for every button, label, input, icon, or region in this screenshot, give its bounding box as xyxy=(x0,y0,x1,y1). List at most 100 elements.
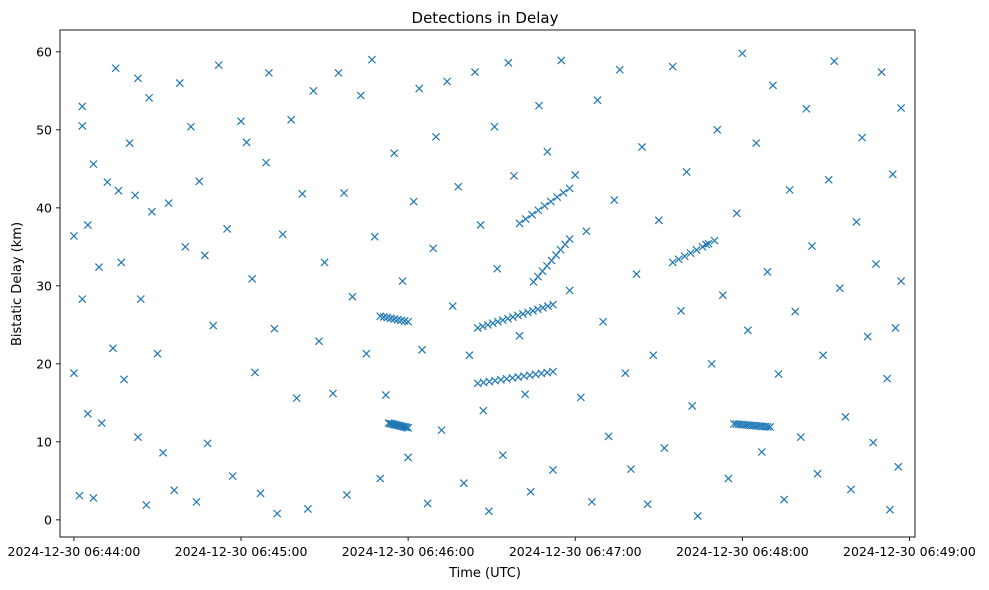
data-point xyxy=(732,209,741,218)
data-point xyxy=(871,259,881,269)
data-point xyxy=(334,68,343,77)
y-axis-ticks: 0 10 20 30 40 50 60 xyxy=(36,44,60,527)
data-point xyxy=(120,375,129,384)
data-point xyxy=(356,91,365,100)
data-point xyxy=(548,367,557,376)
data-point xyxy=(69,231,78,240)
data-point xyxy=(674,255,683,264)
data-point xyxy=(504,58,513,67)
data-point xyxy=(565,235,574,244)
data-point xyxy=(470,68,479,77)
data-point xyxy=(710,236,719,245)
data-point xyxy=(320,258,329,267)
data-point xyxy=(443,77,452,86)
data-point xyxy=(89,493,98,503)
data-point xyxy=(807,242,816,251)
data-points xyxy=(69,49,906,520)
data-point xyxy=(404,453,413,462)
x-tick-label: 2024-12-30 06:46:00 xyxy=(342,544,475,559)
data-point xyxy=(528,210,537,219)
data-point xyxy=(534,101,544,110)
data-point xyxy=(237,117,246,126)
data-point xyxy=(454,182,463,191)
data-point xyxy=(376,474,385,483)
data-point xyxy=(587,497,596,506)
data-point xyxy=(523,308,532,317)
data-point xyxy=(897,103,906,113)
data-point xyxy=(142,500,151,510)
data-point xyxy=(543,147,552,156)
data-point xyxy=(763,267,772,276)
data-point xyxy=(698,242,707,251)
data-point xyxy=(638,142,647,152)
data-point xyxy=(526,487,535,496)
data-point xyxy=(264,68,273,77)
data-point xyxy=(877,68,886,77)
data-point xyxy=(415,84,424,93)
data-point xyxy=(738,49,747,58)
data-point xyxy=(743,326,752,335)
data-point xyxy=(565,184,574,193)
data-point xyxy=(543,302,552,311)
data-point xyxy=(863,332,872,341)
data-point xyxy=(626,465,635,474)
data-point xyxy=(693,511,702,520)
data-point xyxy=(621,369,630,378)
data-point xyxy=(632,270,641,279)
data-point xyxy=(528,306,537,315)
data-point xyxy=(111,64,120,73)
data-point xyxy=(209,321,218,330)
data-point xyxy=(114,186,123,195)
data-point xyxy=(830,57,839,66)
data-point xyxy=(498,451,507,460)
data-point xyxy=(125,139,134,148)
data-point xyxy=(437,426,446,435)
data-point xyxy=(270,324,279,333)
y-tick-label: 50 xyxy=(36,122,52,137)
data-point xyxy=(181,242,190,251)
data-point xyxy=(175,79,184,88)
data-point xyxy=(796,433,805,442)
y-tick-label: 30 xyxy=(36,278,52,293)
y-tick-label: 40 xyxy=(36,200,52,215)
data-point xyxy=(718,291,727,300)
data-point xyxy=(287,115,296,124)
data-point xyxy=(858,133,867,142)
data-point xyxy=(704,239,713,248)
data-point xyxy=(509,171,518,180)
data-point xyxy=(768,81,777,90)
data-point xyxy=(548,300,557,309)
data-point xyxy=(409,197,418,206)
data-point xyxy=(888,170,897,179)
data-point xyxy=(145,93,154,102)
data-point xyxy=(490,122,499,131)
data-point xyxy=(78,121,87,130)
data-point xyxy=(340,188,349,198)
data-point xyxy=(766,422,775,432)
data-point xyxy=(752,139,761,148)
data-point xyxy=(473,323,482,332)
data-point xyxy=(328,389,337,398)
data-point xyxy=(891,323,900,332)
data-point xyxy=(484,507,493,516)
data-point xyxy=(724,474,733,483)
data-point xyxy=(348,292,357,301)
data-point xyxy=(278,230,287,239)
data-point xyxy=(559,188,568,197)
data-point xyxy=(488,319,497,328)
data-point xyxy=(97,419,106,428)
data-point xyxy=(503,314,512,323)
data-point xyxy=(131,191,140,200)
data-point xyxy=(159,448,168,457)
data-point xyxy=(133,433,143,442)
data-point xyxy=(582,227,591,236)
data-point xyxy=(136,295,145,304)
data-point xyxy=(534,206,543,215)
data-point xyxy=(508,313,517,322)
data-point xyxy=(83,220,92,230)
data-point xyxy=(649,351,658,360)
chart-title: Detections in Delay xyxy=(412,9,559,27)
data-point xyxy=(835,284,844,293)
